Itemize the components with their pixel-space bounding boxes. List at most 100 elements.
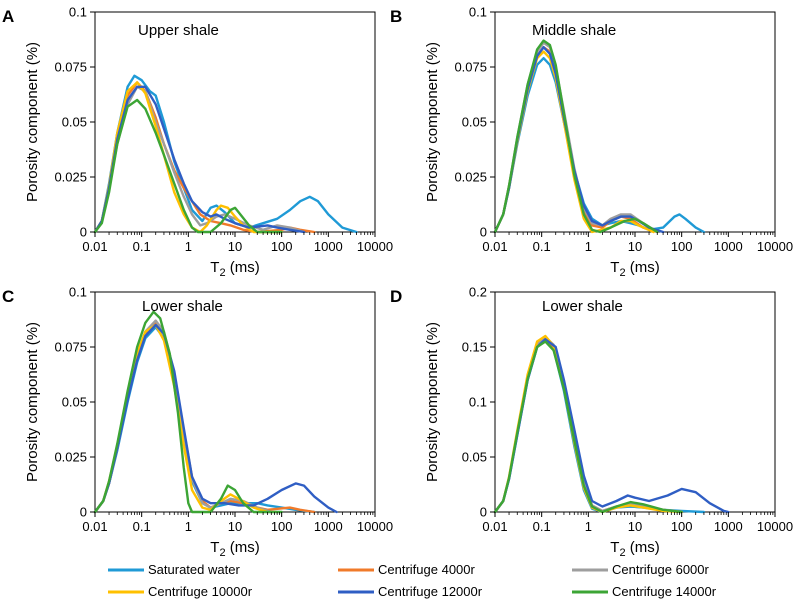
y-axis-label: Porosity component (%) bbox=[24, 322, 41, 482]
x-tick-label: 0.1 bbox=[133, 239, 151, 254]
y-axis-label: Porosity component (%) bbox=[24, 42, 41, 202]
panel-letter: C bbox=[2, 287, 14, 306]
x-tick-label: 10000 bbox=[357, 519, 393, 534]
y-tick-label: 0.025 bbox=[54, 450, 87, 465]
panel-letter: B bbox=[390, 7, 402, 26]
x-axis-label-subscript: 2 bbox=[219, 267, 225, 279]
x-tick-label: 1000 bbox=[314, 519, 343, 534]
x-tick-label: 0.1 bbox=[533, 519, 551, 534]
y-tick-label: 0.1 bbox=[469, 5, 487, 20]
y-tick-label: 0 bbox=[480, 225, 487, 240]
x-axis-label-symbol: T bbox=[610, 539, 619, 556]
legend: Saturated water Centrifuge 4000r Centrifug… bbox=[108, 562, 717, 599]
x-tick-label: 1000 bbox=[714, 519, 743, 534]
x-axis-label-unit: (ms) bbox=[226, 259, 260, 276]
x-axis-label: T2 (ms) bbox=[210, 539, 259, 559]
x-tick-label: 10 bbox=[628, 239, 642, 254]
y-tick-label: 0.075 bbox=[54, 60, 87, 75]
series-line-centrifuge-14000r bbox=[493, 39, 659, 234]
panel-letter: A bbox=[2, 7, 14, 26]
plot-frame bbox=[494, 291, 776, 513]
plot-frame bbox=[94, 11, 376, 233]
legend-label: Centrifuge 4000r bbox=[378, 562, 476, 577]
y-tick-label: 0.025 bbox=[54, 170, 87, 185]
x-tick-label: 0.01 bbox=[482, 519, 507, 534]
x-tick-label: 10 bbox=[228, 239, 242, 254]
x-axis-label-unit: (ms) bbox=[226, 539, 260, 556]
plot-frame bbox=[94, 291, 376, 513]
panel-title: Middle shale bbox=[532, 22, 616, 39]
y-tick-label: 0.05 bbox=[462, 115, 487, 130]
series-line-centrifuge-14000r bbox=[493, 340, 683, 514]
panel-title: Upper shale bbox=[138, 22, 219, 39]
x-axis-label-subscript: 2 bbox=[619, 267, 625, 279]
x-tick-label: 1 bbox=[185, 519, 192, 534]
y-axis-label: Porosity component (%) bbox=[424, 322, 441, 482]
y-tick-label: 0 bbox=[480, 505, 487, 520]
y-tick-label: 0.05 bbox=[62, 115, 87, 130]
x-tick-label: 10000 bbox=[357, 239, 393, 254]
x-tick-label: 1 bbox=[185, 239, 192, 254]
panel-title: Lower shale bbox=[142, 298, 223, 315]
x-tick-label: 0.1 bbox=[133, 519, 151, 534]
x-tick-label: 10 bbox=[228, 519, 242, 534]
legend-label: Saturated water bbox=[148, 562, 240, 577]
x-axis-label: T2 (ms) bbox=[610, 539, 659, 559]
y-tick-label: 0 bbox=[80, 225, 87, 240]
x-tick-label: 10000 bbox=[757, 519, 793, 534]
x-axis-label-unit: (ms) bbox=[626, 259, 660, 276]
series-line-saturated-water bbox=[493, 338, 706, 514]
series-line-centrifuge-10000r bbox=[93, 81, 283, 234]
x-tick-label: 10000 bbox=[757, 239, 793, 254]
x-tick-label: 10 bbox=[628, 519, 642, 534]
panel-title: Lower shale bbox=[542, 298, 623, 315]
y-tick-label: 0 bbox=[80, 505, 87, 520]
chart-panel-a: 0.01 0.1 1 10 100 1000 10000 0 0.025 0.05 0.075 0.1… bbox=[2, 5, 393, 280]
series-line-centrifuge-12000r bbox=[93, 85, 306, 234]
y-tick-label: 0.025 bbox=[454, 170, 487, 185]
x-tick-label: 100 bbox=[671, 239, 693, 254]
series-line-centrifuge-4000r bbox=[93, 321, 316, 514]
chart-panel-d: 0.01 0.1 1 10 100 1000 10000 0 0.05 0.1 0.15 0.2 Por… bbox=[390, 285, 793, 560]
series-line-centrifuge-14000r bbox=[93, 310, 283, 514]
y-tick-label: 0.1 bbox=[69, 285, 87, 300]
series-lines bbox=[493, 39, 706, 234]
panel-letter: D bbox=[390, 287, 402, 306]
legend-label: Centrifuge 6000r bbox=[612, 562, 710, 577]
x-tick-label: 100 bbox=[271, 519, 293, 534]
y-axis-label: Porosity component (%) bbox=[424, 42, 441, 202]
series-lines bbox=[93, 74, 358, 234]
y-tick-label: 0.15 bbox=[462, 340, 487, 355]
plot-frame bbox=[494, 11, 776, 233]
x-tick-label: 1 bbox=[585, 239, 592, 254]
y-tick-label: 0.2 bbox=[469, 285, 487, 300]
legend-label: Centrifuge 10000r bbox=[148, 584, 253, 599]
x-tick-label: 1 bbox=[585, 519, 592, 534]
x-tick-label: 100 bbox=[271, 239, 293, 254]
y-tick-label: 0.05 bbox=[62, 395, 87, 410]
x-axis-label-subscript: 2 bbox=[619, 547, 625, 559]
series-line-centrifuge-14000r bbox=[93, 98, 283, 234]
legend-label: Centrifuge 14000r bbox=[612, 584, 717, 599]
x-axis-label-unit: (ms) bbox=[626, 539, 660, 556]
x-tick-label: 0.01 bbox=[482, 239, 507, 254]
y-tick-label: 0.05 bbox=[462, 450, 487, 465]
x-tick-label: 1000 bbox=[714, 239, 743, 254]
x-axis-label-symbol: T bbox=[210, 539, 219, 556]
series-line-centrifuge-10000r bbox=[493, 334, 683, 514]
series-lines bbox=[93, 310, 338, 514]
x-tick-label: 0.01 bbox=[82, 519, 107, 534]
series-line-saturated-water bbox=[93, 74, 358, 234]
x-axis-label-symbol: T bbox=[210, 259, 219, 276]
x-axis-label-subscript: 2 bbox=[219, 547, 225, 559]
x-axis-label-symbol: T bbox=[610, 259, 619, 276]
legend-label: Centrifuge 12000r bbox=[378, 584, 483, 599]
x-tick-label: 0.01 bbox=[82, 239, 107, 254]
chart-panel-b: 0.01 0.1 1 10 100 1000 10000 0 0.025 0.05 0.075 0.1… bbox=[390, 5, 793, 280]
x-tick-label: 1000 bbox=[314, 239, 343, 254]
x-axis-label: T2 (ms) bbox=[610, 259, 659, 279]
y-tick-label: 0.075 bbox=[54, 340, 87, 355]
series-line-saturated-water bbox=[93, 326, 316, 514]
x-axis-label: T2 (ms) bbox=[210, 259, 259, 279]
